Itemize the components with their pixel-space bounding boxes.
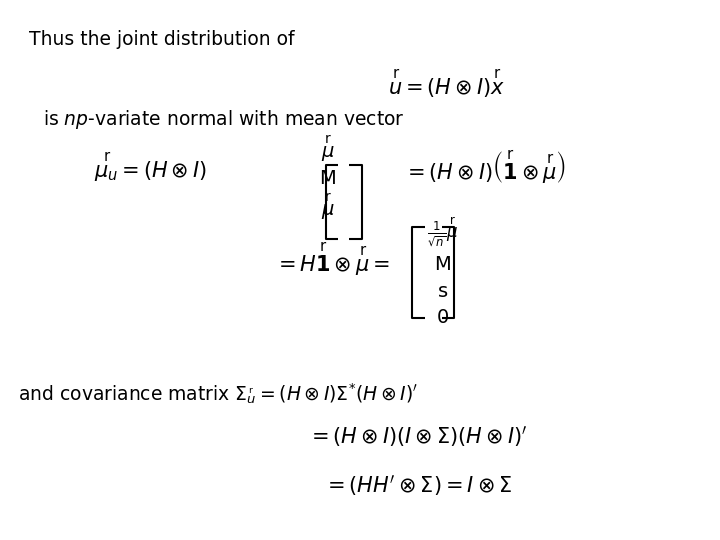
Text: M: M <box>434 254 451 274</box>
Text: Thus the joint distribution of: Thus the joint distribution of <box>29 30 294 49</box>
Text: s: s <box>438 282 448 301</box>
Text: and covariance matrix $\Sigma_{\overset{\mathrm{r}}{u}} = (H \otimes I)\Sigma^{*: and covariance matrix $\Sigma_{\overset{… <box>18 381 418 406</box>
Text: $\overset{\mathrm{r}}{u} = (H \otimes I)\overset{\mathrm{r}}{x}$: $\overset{\mathrm{r}}{u} = (H \otimes I)… <box>388 68 505 100</box>
Text: $=H\overset{\mathrm{r}}{\mathbf{1}} \otimes \overset{\mathrm{r}}{\mu} =$: $=H\overset{\mathrm{r}}{\mathbf{1}} \oti… <box>274 240 390 278</box>
Text: 0: 0 <box>436 308 449 327</box>
Text: $\overset{\mathrm{r}}{\mu_u} = (H \otimes I)$: $\overset{\mathrm{r}}{\mu_u} = (H \otime… <box>94 151 207 184</box>
Text: $=(H \otimes I)(I \otimes \Sigma)(H \otimes I)^{\prime}$: $=(H \otimes I)(I \otimes \Sigma)(H \oti… <box>307 424 528 449</box>
Text: M: M <box>319 168 336 188</box>
Text: is $\mathit{np}$-variate normal with mean vector: is $\mathit{np}$-variate normal with mea… <box>43 108 405 131</box>
Text: $\frac{1}{\sqrt{n}}\overset{\mathrm{r}}{\mu}$: $\frac{1}{\sqrt{n}}\overset{\mathrm{r}}{… <box>427 215 459 248</box>
Text: $=(HH^{\prime} \otimes \Sigma)= I \otimes \Sigma$: $=(HH^{\prime} \otimes \Sigma)= I \otime… <box>323 472 513 497</box>
Text: $= (H \otimes I)\left(\overset{\mathrm{r}}{\mathbf{1}} \otimes \overset{\mathrm{: $= (H \otimes I)\left(\overset{\mathrm{r… <box>403 148 567 186</box>
Text: $\overset{\mathrm{r}}{\mu}$: $\overset{\mathrm{r}}{\mu}$ <box>320 192 335 223</box>
Text: $\overset{\mathrm{r}}{\mu}$: $\overset{\mathrm{r}}{\mu}$ <box>320 133 335 165</box>
